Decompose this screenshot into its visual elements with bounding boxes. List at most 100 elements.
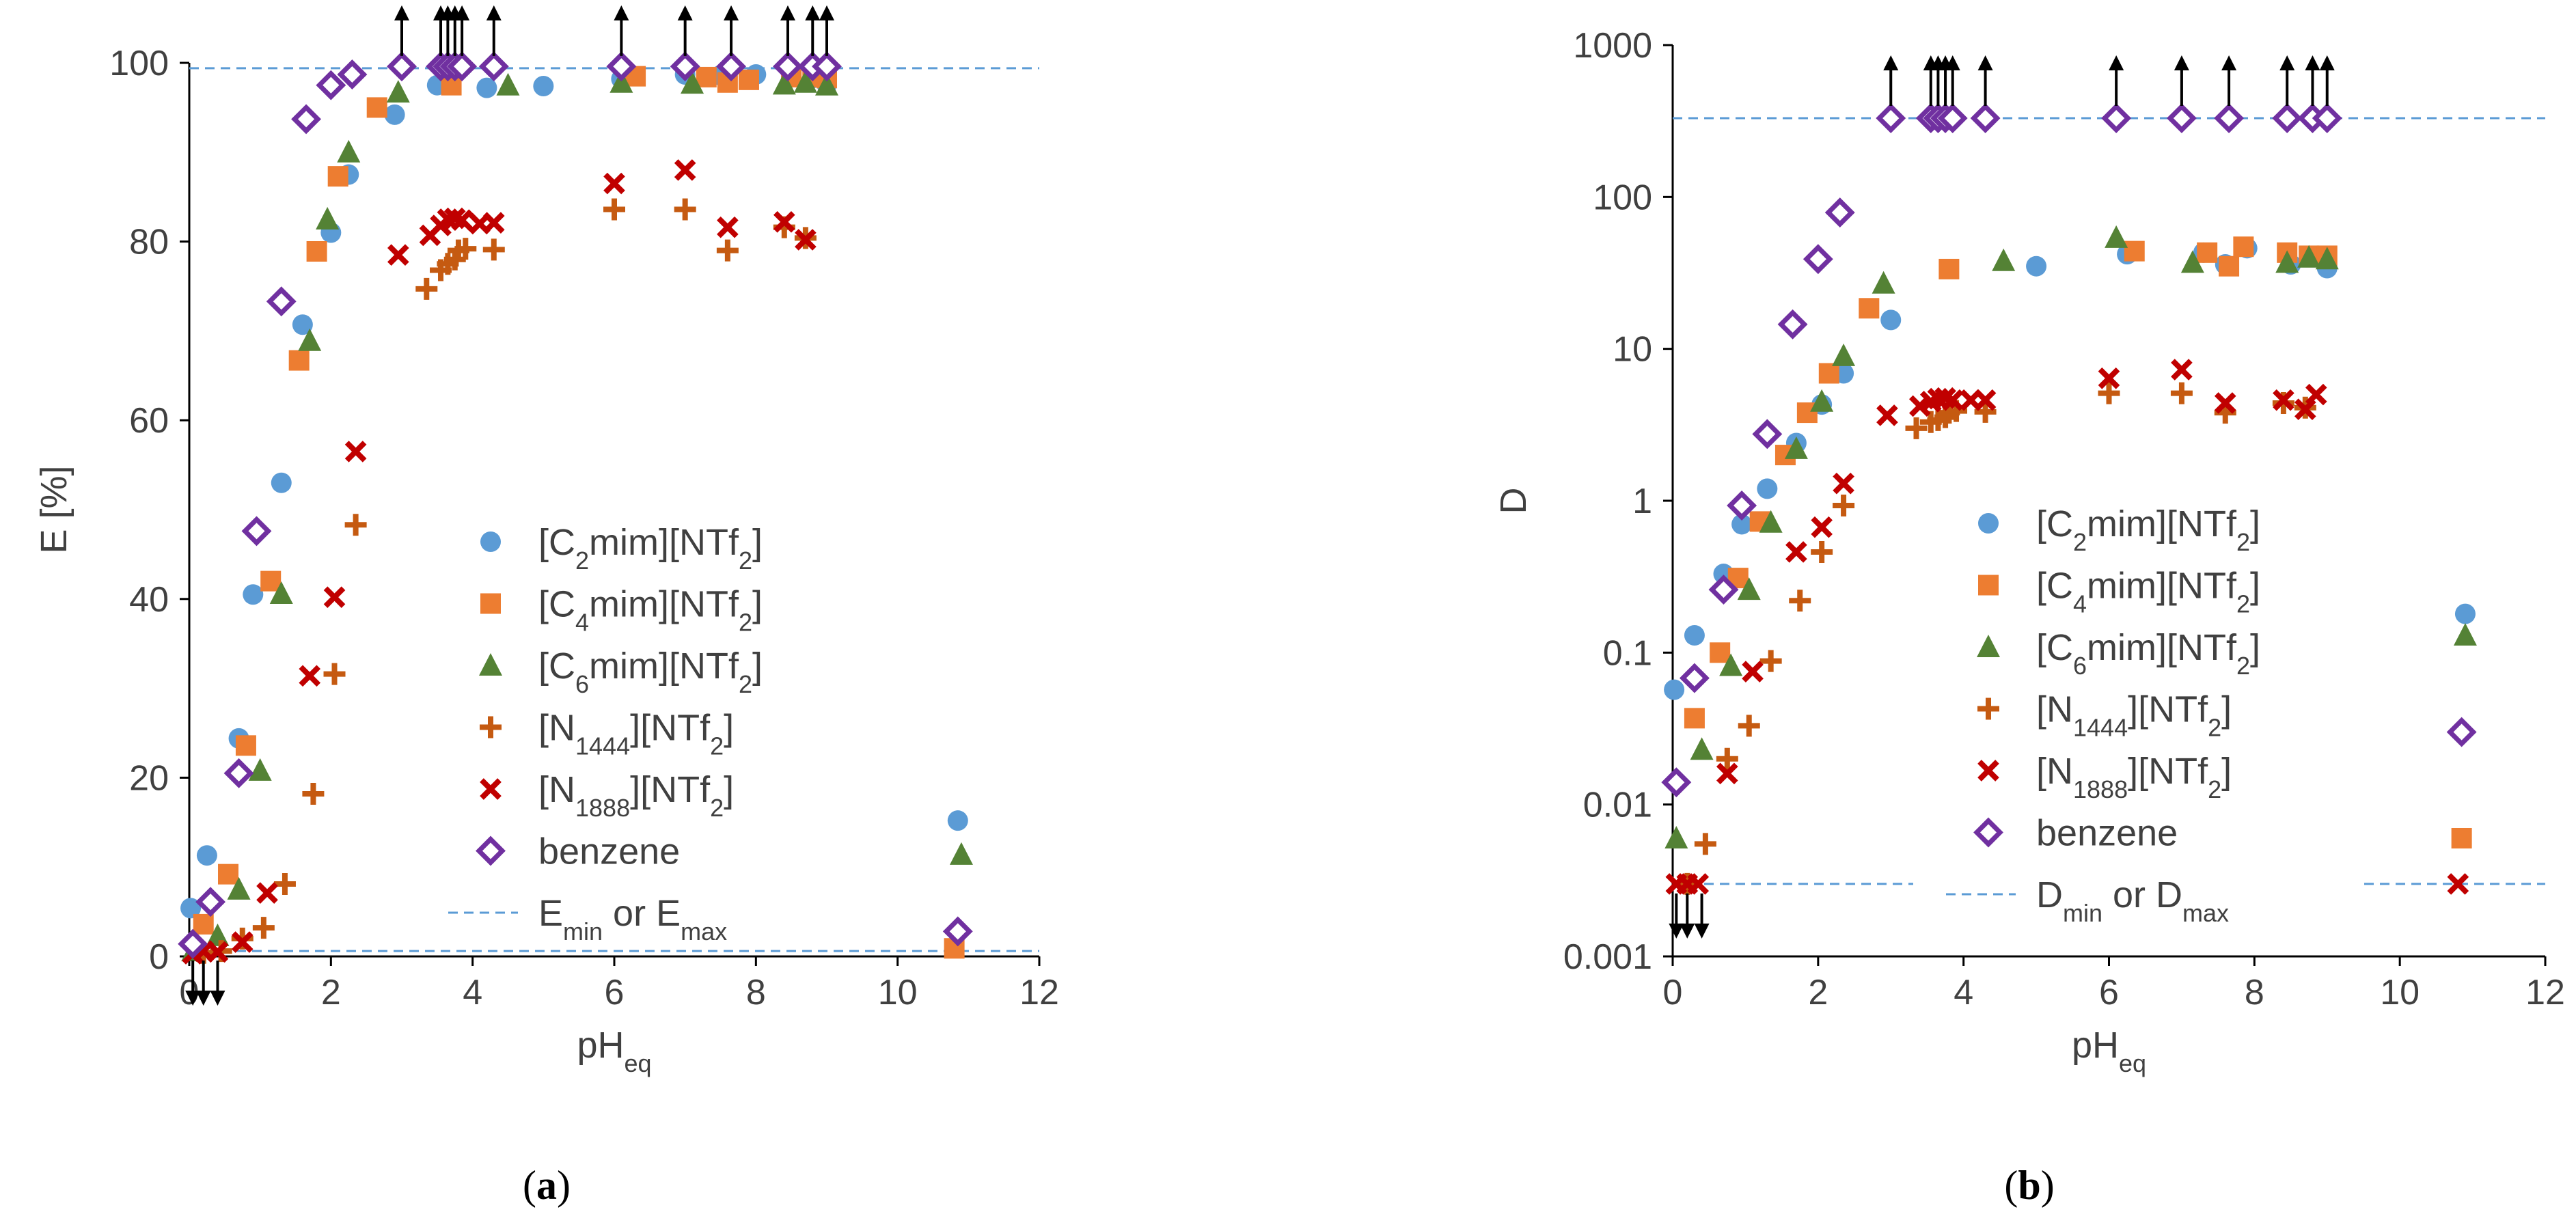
x-tick-label: 8 [746,973,766,1012]
data-point [1810,389,1834,412]
data-point [241,516,272,547]
data-point [772,72,796,95]
series-c4 [1684,236,2472,848]
data-point [223,758,254,788]
data-point [1664,679,1685,700]
legend-label-n1888: [N1888][NTf2] [2036,751,2232,803]
data-point [2305,383,2327,406]
x-tick-label: 6 [2099,973,2119,1012]
legend-marker-n1888 [480,778,502,800]
data-point [2446,717,2477,747]
legend-marker-c6 [1977,635,2000,657]
panel-label: (a) [523,1163,571,1208]
data-point [2214,103,2245,134]
panel-a-chart: 024681012020406080100E [%]pHeq(a)[C2mim]… [33,5,1059,1208]
x-tick-label: 10 [878,973,918,1012]
data-point [716,239,739,262]
data-point [717,216,739,238]
arrow-up-head [2305,55,2320,71]
data-point [235,735,256,756]
x-tick-label: 6 [605,973,625,1012]
data-point [1905,417,1928,439]
arrow-up-head [805,5,821,20]
data-point [337,59,368,89]
data-point [387,244,409,266]
series-benzene [1661,103,2477,798]
data-point [441,74,462,96]
data-point [603,172,625,195]
y-tick-label: 0 [149,937,169,977]
data-point [2170,382,2193,404]
data-point [298,328,322,351]
data-point [2098,382,2120,404]
data-point [947,810,968,831]
data-point [1818,363,1839,384]
legend-label-benzene: benzene [2036,813,2178,854]
data-point [1970,103,2001,134]
data-point [366,97,387,118]
data-point [1941,389,1964,411]
data-point [603,198,625,221]
legend-marker-n1444 [1977,697,1999,720]
data-point [670,51,700,82]
data-point [243,584,264,605]
data-point [387,51,417,82]
data-point [674,198,696,221]
data-point [2454,603,2476,624]
x-axis-title: pHeq [2072,1025,2146,1077]
arrow-up-head [1945,55,1960,71]
data-point [1859,298,1880,319]
data-point [454,238,477,260]
data-point [288,350,310,371]
data-point [716,51,746,82]
data-point [2105,225,2128,248]
data-point [1832,343,1856,366]
arrow-up-head [1883,55,1899,71]
data-point [2315,247,2339,270]
data-point [252,917,275,939]
data-point [269,581,293,604]
y-tick-label: 60 [129,401,169,441]
data-point [2171,359,2193,381]
data-point [415,277,438,300]
data-point [1664,825,1688,848]
legend: [C2mim][NTf2] [C4mim][NTf2] [C6mim][NTf2] [… [448,522,763,945]
data-point [1759,650,1782,672]
legend-label-c4: [C4mim][NTf2] [538,584,763,637]
data-point [271,472,292,493]
data-point [949,842,973,865]
legend-label-n1444: [N1444][NTf2] [538,708,734,760]
data-point [1876,103,1906,134]
data-point [1694,833,1716,855]
data-point [323,663,346,685]
data-point [1661,767,1692,798]
data-point [1789,590,1811,612]
y-tick-label: 1000 [1573,26,1652,66]
legend-marker-benzene [476,835,506,866]
y-tick-label: 80 [129,223,169,262]
data-point [1824,197,1855,228]
y-tick-label: 100 [109,44,169,83]
y-tick-label: 0.01 [1583,786,1652,825]
data-point [942,916,973,947]
data-point [2180,250,2204,273]
data-point [260,570,282,592]
data-point [1687,873,1710,895]
x-tick-label: 0 [1663,973,1683,1012]
data-point [1876,404,1898,426]
x-tick-label: 4 [1954,973,1973,1012]
arrow-up-head [2221,55,2237,71]
arrow-up-head [454,5,470,20]
data-point [337,139,361,163]
x-tick-label: 4 [463,973,482,1012]
data-point [738,69,759,90]
data-point [1684,708,1705,729]
legend-marker-n1888 [1977,760,1999,782]
arrow-up-head [2174,55,2189,71]
data-point [316,206,340,230]
data-point [256,882,278,904]
data-point [266,286,297,317]
data-point [195,887,226,917]
y-tick-label: 0.1 [1603,633,1652,673]
data-point [1737,577,1761,600]
